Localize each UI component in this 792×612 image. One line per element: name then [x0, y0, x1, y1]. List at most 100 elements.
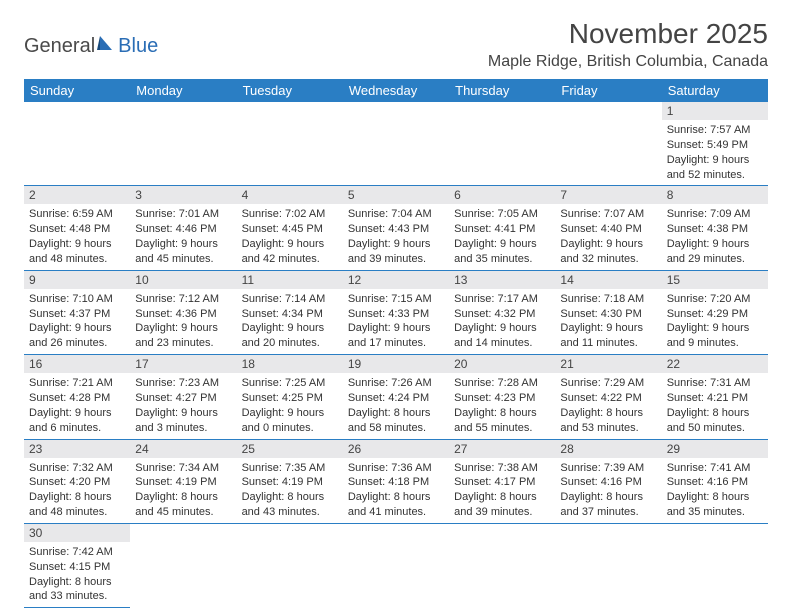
day-number: 2 [24, 186, 130, 204]
month-title: November 2025 [488, 18, 768, 50]
daylight-text: Daylight: 9 hours [348, 237, 444, 252]
day-content: Sunrise: 7:12 AMSunset: 4:36 PMDaylight:… [130, 289, 236, 354]
sunrise-text: Sunrise: 7:31 AM [667, 376, 763, 391]
calendar-cell: 15Sunrise: 7:20 AMSunset: 4:29 PMDayligh… [662, 270, 768, 354]
day-content: Sunrise: 7:35 AMSunset: 4:19 PMDaylight:… [237, 458, 343, 523]
calendar-cell: 11Sunrise: 7:14 AMSunset: 4:34 PMDayligh… [237, 270, 343, 354]
day-content: Sunrise: 7:15 AMSunset: 4:33 PMDaylight:… [343, 289, 449, 354]
day-content: Sunrise: 7:18 AMSunset: 4:30 PMDaylight:… [555, 289, 661, 354]
calendar-cell [237, 523, 343, 607]
calendar-cell: 3Sunrise: 7:01 AMSunset: 4:46 PMDaylight… [130, 186, 236, 270]
day-content: Sunrise: 7:31 AMSunset: 4:21 PMDaylight:… [662, 373, 768, 438]
calendar-cell: 23Sunrise: 7:32 AMSunset: 4:20 PMDayligh… [24, 439, 130, 523]
sunset-text: Sunset: 4:24 PM [348, 391, 444, 406]
sunset-text: Sunset: 4:19 PM [242, 475, 338, 490]
sunrise-text: Sunrise: 6:59 AM [29, 207, 125, 222]
sunset-text: Sunset: 4:34 PM [242, 307, 338, 322]
daylight-text: Daylight: 9 hours [667, 321, 763, 336]
calendar-cell: 14Sunrise: 7:18 AMSunset: 4:30 PMDayligh… [555, 270, 661, 354]
sunrise-text: Sunrise: 7:04 AM [348, 207, 444, 222]
sunset-text: Sunset: 4:46 PM [135, 222, 231, 237]
daylight-text: and 50 minutes. [667, 421, 763, 436]
sunrise-text: Sunrise: 7:15 AM [348, 292, 444, 307]
weekday-header: Monday [130, 79, 236, 102]
sunset-text: Sunset: 4:40 PM [560, 222, 656, 237]
day-number: 7 [555, 186, 661, 204]
day-content: Sunrise: 7:05 AMSunset: 4:41 PMDaylight:… [449, 204, 555, 269]
sunrise-text: Sunrise: 7:10 AM [29, 292, 125, 307]
sunset-text: Sunset: 4:37 PM [29, 307, 125, 322]
day-number: 24 [130, 440, 236, 458]
weekday-header: Thursday [449, 79, 555, 102]
weekday-header: Saturday [662, 79, 768, 102]
daylight-text: and 14 minutes. [454, 336, 550, 351]
day-number: 3 [130, 186, 236, 204]
title-block: November 2025 Maple Ridge, British Colum… [488, 18, 768, 71]
sunrise-text: Sunrise: 7:32 AM [29, 461, 125, 476]
daylight-text: and 33 minutes. [29, 589, 125, 604]
logo-text-general: General [24, 35, 95, 58]
calendar-cell: 28Sunrise: 7:39 AMSunset: 4:16 PMDayligh… [555, 439, 661, 523]
weekday-header: Tuesday [237, 79, 343, 102]
sunset-text: Sunset: 4:28 PM [29, 391, 125, 406]
sunrise-text: Sunrise: 7:18 AM [560, 292, 656, 307]
day-number: 20 [449, 355, 555, 373]
day-number: 1 [662, 102, 768, 120]
sunrise-text: Sunrise: 7:12 AM [135, 292, 231, 307]
daylight-text: and 17 minutes. [348, 336, 444, 351]
daylight-text: Daylight: 9 hours [135, 321, 231, 336]
calendar-cell [130, 102, 236, 186]
sunset-text: Sunset: 4:27 PM [135, 391, 231, 406]
day-content: Sunrise: 7:36 AMSunset: 4:18 PMDaylight:… [343, 458, 449, 523]
weekday-header: Friday [555, 79, 661, 102]
day-content: Sunrise: 7:17 AMSunset: 4:32 PMDaylight:… [449, 289, 555, 354]
daylight-text: and 45 minutes. [135, 505, 231, 520]
daylight-text: Daylight: 9 hours [667, 153, 763, 168]
day-content: Sunrise: 7:02 AMSunset: 4:45 PMDaylight:… [237, 204, 343, 269]
daylight-text: Daylight: 8 hours [135, 490, 231, 505]
day-number: 23 [24, 440, 130, 458]
day-content: Sunrise: 7:26 AMSunset: 4:24 PMDaylight:… [343, 373, 449, 438]
sunset-text: Sunset: 4:29 PM [667, 307, 763, 322]
sunrise-text: Sunrise: 7:38 AM [454, 461, 550, 476]
day-content: Sunrise: 7:09 AMSunset: 4:38 PMDaylight:… [662, 204, 768, 269]
daylight-text: and 11 minutes. [560, 336, 656, 351]
daylight-text: and 52 minutes. [667, 168, 763, 183]
sunset-text: Sunset: 4:15 PM [29, 560, 125, 575]
calendar-cell: 18Sunrise: 7:25 AMSunset: 4:25 PMDayligh… [237, 355, 343, 439]
daylight-text: Daylight: 8 hours [667, 406, 763, 421]
daylight-text: Daylight: 9 hours [29, 406, 125, 421]
daylight-text: and 35 minutes. [667, 505, 763, 520]
day-content: Sunrise: 7:34 AMSunset: 4:19 PMDaylight:… [130, 458, 236, 523]
sunrise-text: Sunrise: 7:17 AM [454, 292, 550, 307]
daylight-text: Daylight: 9 hours [135, 406, 231, 421]
daylight-text: Daylight: 9 hours [560, 321, 656, 336]
day-content: Sunrise: 7:20 AMSunset: 4:29 PMDaylight:… [662, 289, 768, 354]
day-content: Sunrise: 7:29 AMSunset: 4:22 PMDaylight:… [555, 373, 661, 438]
daylight-text: Daylight: 8 hours [348, 490, 444, 505]
calendar-cell: 30Sunrise: 7:42 AMSunset: 4:15 PMDayligh… [24, 523, 130, 607]
calendar-cell [449, 523, 555, 607]
calendar-cell: 25Sunrise: 7:35 AMSunset: 4:19 PMDayligh… [237, 439, 343, 523]
day-content: Sunrise: 7:25 AMSunset: 4:25 PMDaylight:… [237, 373, 343, 438]
daylight-text: Daylight: 8 hours [560, 406, 656, 421]
day-content: Sunrise: 7:32 AMSunset: 4:20 PMDaylight:… [24, 458, 130, 523]
day-number: 5 [343, 186, 449, 204]
calendar-cell: 16Sunrise: 7:21 AMSunset: 4:28 PMDayligh… [24, 355, 130, 439]
sunrise-text: Sunrise: 7:26 AM [348, 376, 444, 391]
daylight-text: Daylight: 9 hours [135, 237, 231, 252]
daylight-text: Daylight: 9 hours [242, 237, 338, 252]
weekday-header: Wednesday [343, 79, 449, 102]
sunset-text: Sunset: 4:43 PM [348, 222, 444, 237]
day-content: Sunrise: 7:21 AMSunset: 4:28 PMDaylight:… [24, 373, 130, 438]
daylight-text: and 41 minutes. [348, 505, 444, 520]
sunset-text: Sunset: 4:16 PM [667, 475, 763, 490]
calendar-cell: 21Sunrise: 7:29 AMSunset: 4:22 PMDayligh… [555, 355, 661, 439]
calendar-cell [343, 102, 449, 186]
sunset-text: Sunset: 4:21 PM [667, 391, 763, 406]
calendar-cell: 29Sunrise: 7:41 AMSunset: 4:16 PMDayligh… [662, 439, 768, 523]
sunset-text: Sunset: 4:36 PM [135, 307, 231, 322]
calendar-table: Sunday Monday Tuesday Wednesday Thursday… [24, 79, 768, 608]
calendar-cell: 20Sunrise: 7:28 AMSunset: 4:23 PMDayligh… [449, 355, 555, 439]
daylight-text: Daylight: 9 hours [242, 321, 338, 336]
